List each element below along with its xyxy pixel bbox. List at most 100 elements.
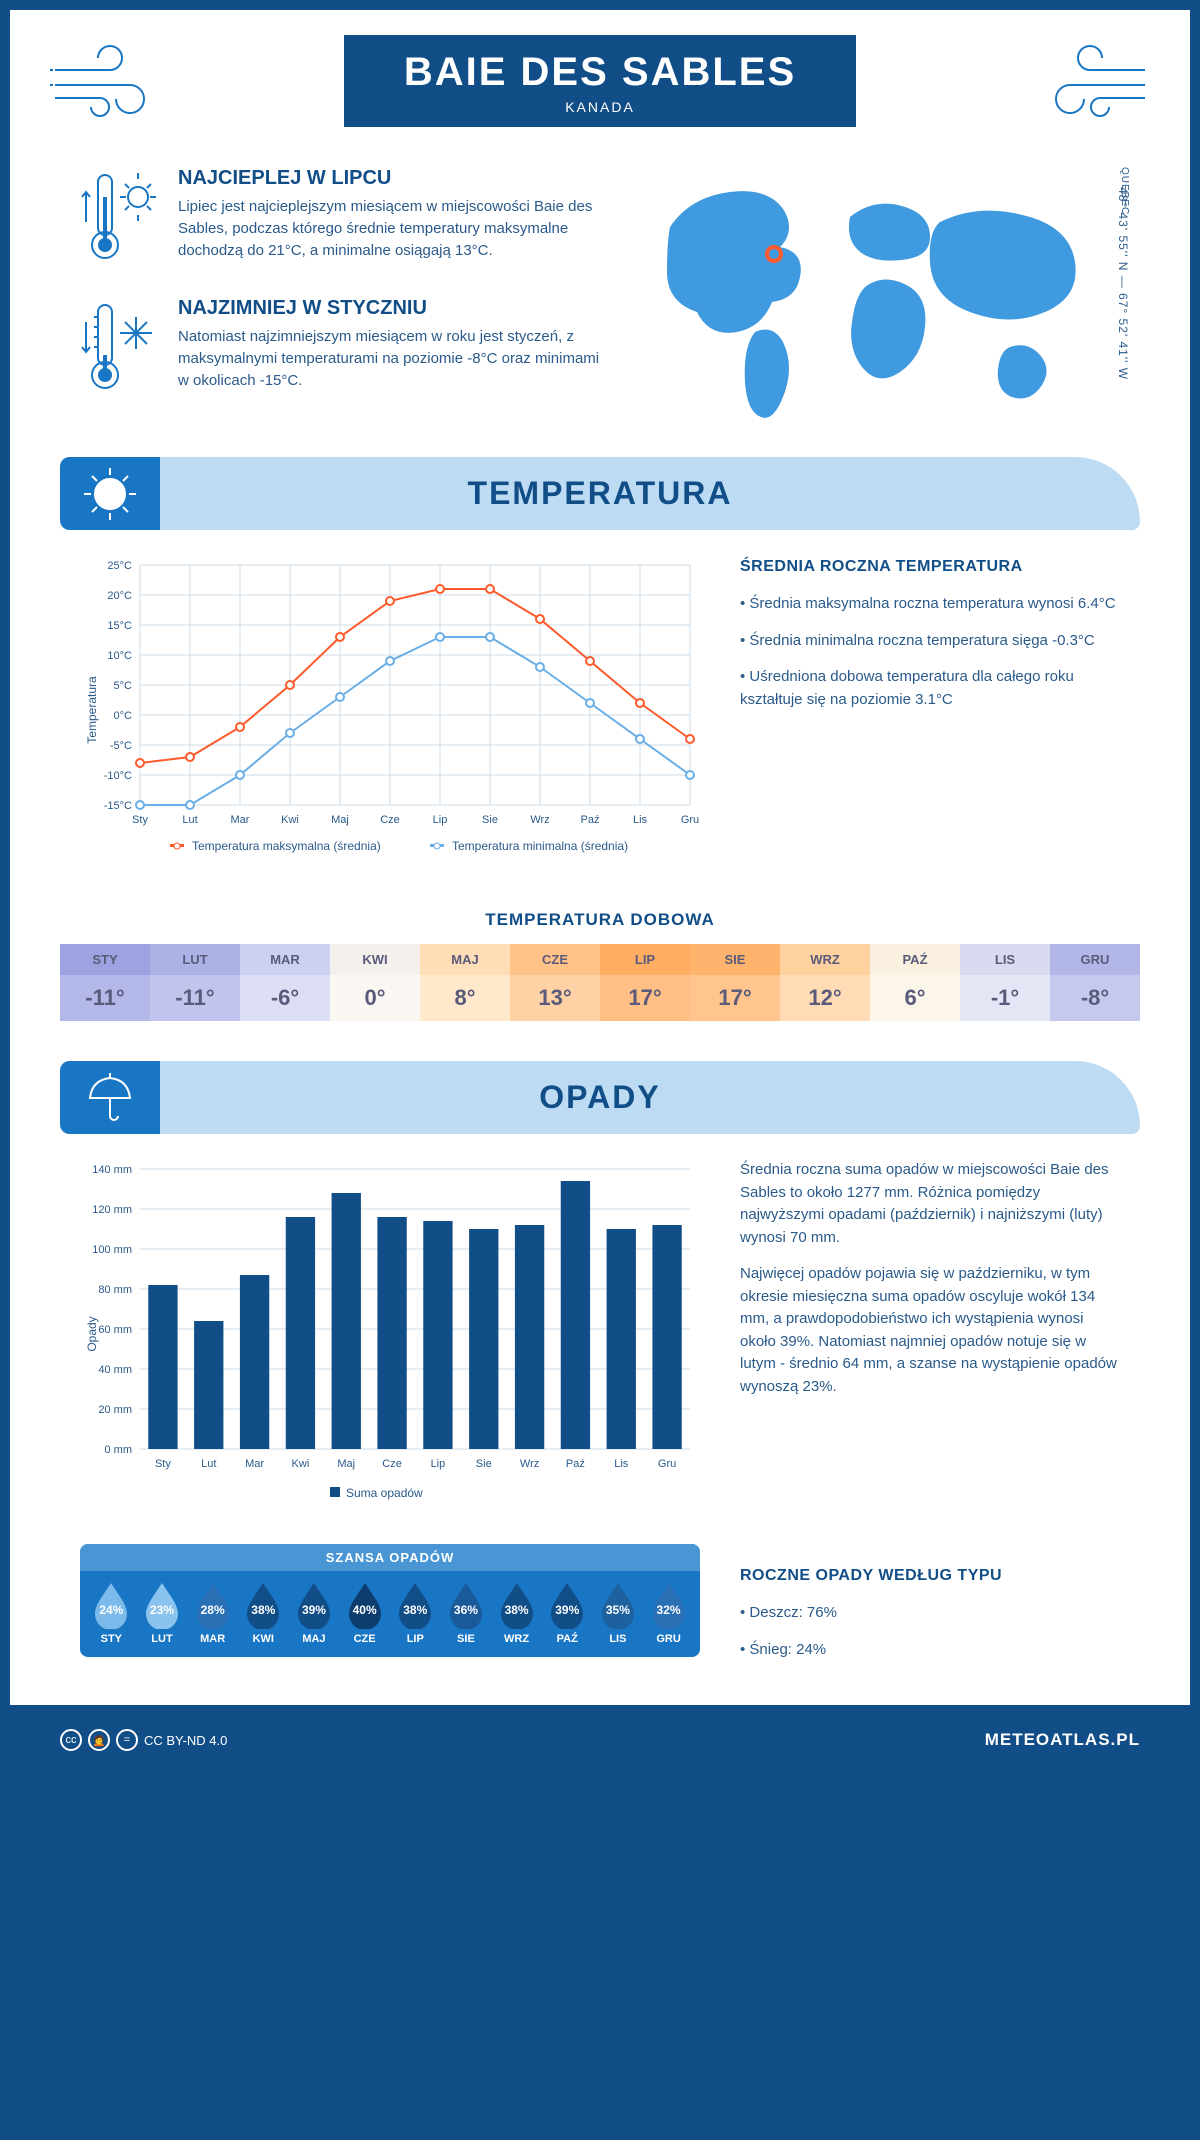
svg-text:15°C: 15°C (107, 620, 132, 632)
svg-text:Paź: Paź (566, 1458, 585, 1470)
cc-icon: cc (60, 1729, 82, 1751)
svg-text:Temperatura maksymalna (średni: Temperatura maksymalna (średnia) (192, 839, 381, 853)
svg-text:Cze: Cze (380, 814, 400, 826)
temperature-title: TEMPERATURA (60, 475, 1140, 512)
umbrella-icon (60, 1061, 160, 1134)
daily-cell: CZE 13° (510, 944, 600, 1021)
temperature-summary: ŚREDNIA ROCZNA TEMPERATURA • Średnia mak… (740, 555, 1120, 870)
svg-text:Maj: Maj (337, 1458, 355, 1470)
precip-type-line: • Deszcz: 76% (740, 1602, 1120, 1625)
svg-text:Lis: Lis (614, 1458, 629, 1470)
daily-temp-title: TEMPERATURA DOBOWA (10, 910, 1190, 930)
svg-text:Kwi: Kwi (292, 1458, 310, 1470)
svg-text:Lis: Lis (633, 814, 648, 826)
daily-cell: PAŹ 6° (870, 944, 960, 1021)
svg-text:-5°C: -5°C (110, 740, 132, 752)
world-map: QUEBEC 48° 43' 55'' N — 67° 52' 41'' W (640, 167, 1120, 427)
license-text: CC BY-ND 4.0 (144, 1733, 227, 1748)
temperature-side-title: ŚREDNIA ROCZNA TEMPERATURA (740, 555, 1120, 579)
daily-cell: GRU -8° (1050, 944, 1140, 1021)
svg-text:Kwi: Kwi (281, 814, 299, 826)
daily-cell: MAR -6° (240, 944, 330, 1021)
svg-text:140 mm: 140 mm (92, 1164, 132, 1176)
precip-chance-panel: SZANSA OPADÓW 24% STY 23% LUT 28% MAR 38… (80, 1544, 700, 1657)
daily-temp-table: STY -11° LUT -11° MAR -6° KWI 0° MAJ 8° … (60, 944, 1140, 1021)
daily-cell: MAJ 8° (420, 944, 510, 1021)
svg-text:20 mm: 20 mm (98, 1404, 132, 1416)
thermometer-sun-icon (80, 167, 160, 272)
precip-para: Średnia roczna suma opadów w miejscowośc… (740, 1159, 1120, 1249)
fact-warm-title: NAJCIEPLEJ W LIPCU (178, 167, 600, 190)
svg-text:Opady: Opady (85, 1316, 99, 1351)
svg-text:120 mm: 120 mm (92, 1204, 132, 1216)
precip-title: OPADY (60, 1079, 1140, 1116)
by-icon: 🙍 (88, 1729, 110, 1751)
daily-cell: KWI 0° (330, 944, 420, 1021)
svg-text:Temperatura minimalna (średnia: Temperatura minimalna (średnia) (452, 839, 628, 853)
svg-text:Maj: Maj (331, 814, 349, 826)
fact-cold-text: Natomiast najzimniejszym miesiącem w rok… (178, 326, 600, 391)
section-header-temperature: TEMPERATURA (60, 457, 1140, 530)
chance-drop: 39% PAŹ (548, 1581, 586, 1645)
precip-summary: Średnia roczna suma opadów w miejscowośc… (740, 1159, 1120, 1514)
page-title: BAIE DES SABLES (404, 50, 796, 95)
fact-cold-title: NAJZIMNIEJ W STYCZNIU (178, 297, 600, 320)
daily-cell: WRZ 12° (780, 944, 870, 1021)
svg-text:Lip: Lip (431, 1458, 446, 1470)
location-marker (765, 245, 783, 263)
license: cc 🙍 = CC BY-ND 4.0 (60, 1729, 227, 1751)
temperature-side-line: • Średnia maksymalna roczna temperatura … (740, 593, 1120, 616)
chance-drop: 32% GRU (650, 1581, 688, 1645)
thermometer-snow-icon (80, 297, 160, 402)
svg-text:10°C: 10°C (107, 650, 132, 662)
svg-text:Lip: Lip (433, 814, 448, 826)
chance-drop: 39% MAJ (295, 1581, 333, 1645)
svg-text:Sie: Sie (482, 814, 498, 826)
fact-cold: NAJZIMNIEJ W STYCZNIU Natomiast najzimni… (80, 297, 600, 402)
svg-text:Lut: Lut (182, 814, 197, 826)
svg-text:Paź: Paź (581, 814, 600, 826)
precip-bar-chart: Opady0 mm20 mm40 mm60 mm80 mm100 mm120 m… (80, 1159, 700, 1509)
svg-text:Sty: Sty (155, 1458, 171, 1470)
daily-cell: STY -11° (60, 944, 150, 1021)
svg-text:Gru: Gru (681, 814, 699, 826)
svg-text:Sty: Sty (132, 814, 148, 826)
svg-text:0°C: 0°C (114, 710, 133, 722)
wind-icon (50, 40, 170, 125)
nd-icon: = (116, 1729, 138, 1751)
svg-text:Sie: Sie (476, 1458, 492, 1470)
precip-type-title: ROCZNE OPADY WEDŁUG TYPU (740, 1564, 1120, 1588)
chance-drop: 40% CZE (346, 1581, 384, 1645)
svg-text:Mar: Mar (231, 814, 250, 826)
precip-type-line: • Śnieg: 24% (740, 1639, 1120, 1662)
chance-drop: 36% SIE (447, 1581, 485, 1645)
fact-warm-text: Lipiec jest najcieplejszym miesiącem w m… (178, 196, 600, 261)
daily-cell: LUT -11° (150, 944, 240, 1021)
chance-drop: 35% LIS (599, 1581, 637, 1645)
wind-icon (1030, 40, 1150, 125)
chance-drop: 24% STY (92, 1581, 130, 1645)
chance-drop: 23% LUT (143, 1581, 181, 1645)
svg-text:Wrz: Wrz (530, 814, 549, 826)
chance-title: SZANSA OPADÓW (80, 1544, 700, 1571)
svg-text:80 mm: 80 mm (98, 1284, 132, 1296)
svg-text:Wrz: Wrz (520, 1458, 539, 1470)
chance-drop: 38% KWI (244, 1581, 282, 1645)
chance-drop: 38% LIP (396, 1581, 434, 1645)
page-subtitle: KANADA (404, 99, 796, 115)
title-banner: BAIE DES SABLES KANADA (344, 35, 856, 127)
svg-text:Suma opadów: Suma opadów (346, 1486, 423, 1500)
chance-drop: 28% MAR (194, 1581, 232, 1645)
header: BAIE DES SABLES KANADA (10, 10, 1190, 157)
svg-text:5°C: 5°C (114, 680, 133, 692)
svg-text:Gru: Gru (658, 1458, 676, 1470)
svg-text:20°C: 20°C (107, 590, 132, 602)
svg-text:Lut: Lut (201, 1458, 216, 1470)
svg-text:-10°C: -10°C (104, 770, 132, 782)
precip-type-summary: ROCZNE OPADY WEDŁUG TYPU • Deszcz: 76% •… (740, 1544, 1120, 1675)
temperature-side-line: • Uśredniona dobowa temperatura dla całe… (740, 666, 1120, 711)
svg-text:60 mm: 60 mm (98, 1324, 132, 1336)
daily-cell: SIE 17° (690, 944, 780, 1021)
temperature-line-chart: Temperatura-15°C-10°C-5°C0°C5°C10°C15°C2… (80, 555, 700, 865)
svg-text:25°C: 25°C (107, 560, 132, 572)
